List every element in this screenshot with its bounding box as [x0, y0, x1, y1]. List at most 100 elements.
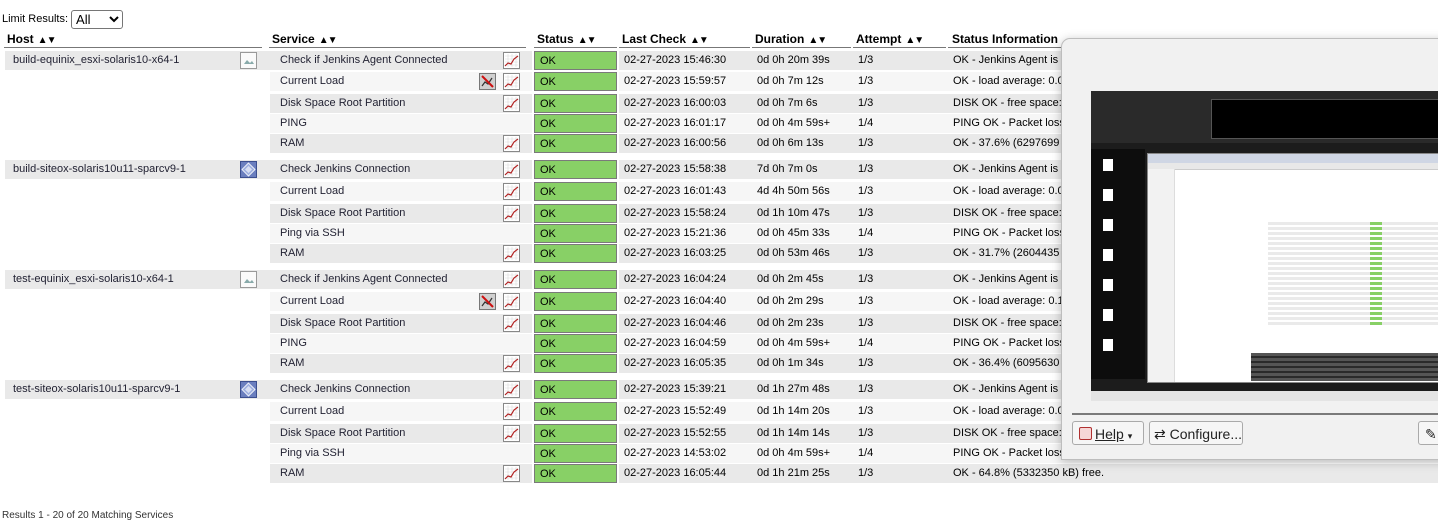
performance-graph-icon[interactable] — [503, 425, 520, 442]
sort-arrows-icon[interactable]: ▲▼ — [905, 35, 924, 46]
performance-graph-icon[interactable] — [503, 315, 520, 332]
performance-graph-icon[interactable] — [503, 381, 520, 398]
service-link[interactable]: RAM — [280, 467, 305, 479]
sort-arrows-icon[interactable]: ▲▼ — [577, 35, 597, 46]
duration-cell: 7d 0h 7m 0s — [752, 160, 856, 179]
service-link[interactable]: PING — [280, 117, 307, 129]
host-cell: test-equinix_esxi-solaris10-x64-1 — [5, 270, 270, 289]
performance-graph-icon[interactable] — [503, 183, 520, 200]
sort-arrows-icon[interactable]: ▲▼ — [808, 35, 827, 46]
performance-graph-icon[interactable] — [503, 52, 520, 69]
edit-button[interactable]: ✎ — [1418, 421, 1438, 445]
last-check-cell: 02-27-2023 15:46:30 — [619, 51, 755, 70]
service-link[interactable]: PING — [280, 337, 307, 349]
duration-cell: 0d 0h 4m 59s+ — [752, 114, 856, 133]
last-check-cell: 02-27-2023 15:21:36 — [619, 224, 755, 243]
host-link[interactable]: test-siteox-solaris10u11-sparcv9-1 — [13, 383, 181, 395]
service-link[interactable]: Current Load — [280, 75, 345, 87]
duration-cell: 0d 0h 1m 34s — [752, 354, 856, 373]
status-badge: OK — [534, 292, 617, 311]
performance-graph-icon[interactable] — [503, 271, 520, 288]
duration-cell: 0d 0h 2m 45s — [752, 270, 856, 289]
service-link[interactable]: Check if Jenkins Agent Connected — [280, 54, 448, 66]
attempt-cell: 1/3 — [853, 244, 951, 263]
status-information-cell: OK - 64.8% (5332350 kB) free. — [948, 464, 1438, 483]
duration-cell: 0d 0h 45m 33s — [752, 224, 856, 243]
service-link[interactable]: Ping via SSH — [280, 227, 345, 239]
column-header-duration[interactable]: Duration ▲▼ — [755, 32, 827, 46]
attempt-cell: 1/3 — [853, 134, 951, 153]
column-header-last-check[interactable]: Last Check ▲▼ — [622, 32, 709, 46]
service-link[interactable]: Current Load — [280, 295, 345, 307]
attempt-cell: 1/4 — [853, 334, 951, 353]
last-check-cell: 02-27-2023 16:04:46 — [619, 314, 755, 333]
window-separator — [1072, 413, 1438, 415]
service-link[interactable]: Current Load — [280, 405, 345, 417]
service-link[interactable]: RAM — [280, 357, 305, 369]
host-image-icon[interactable] — [240, 52, 257, 69]
performance-graph-icon[interactable] — [503, 205, 520, 222]
host-image-icon[interactable] — [240, 271, 257, 288]
service-name-cell: RAM — [270, 134, 532, 153]
status-badge: OK — [534, 72, 617, 91]
service-name-cell: Check if Jenkins Agent Connected — [270, 51, 532, 70]
flap-detection-disabled-icon[interactable] — [479, 293, 496, 310]
host-diamond-icon[interactable] — [240, 161, 257, 178]
performance-graph-icon[interactable] — [503, 403, 520, 420]
limit-results: Limit Results: All — [2, 9, 124, 29]
limit-results-select[interactable]: All — [71, 9, 124, 29]
column-header-host[interactable]: Host ▲▼ — [7, 32, 57, 46]
status-badge: OK — [534, 114, 617, 133]
header-divider — [752, 47, 851, 48]
screenshot-preview[interactable] — [1091, 91, 1438, 401]
performance-graph-icon[interactable] — [503, 73, 520, 90]
host-link[interactable]: build-equinix_esxi-solaris10-x64-1 — [13, 54, 180, 66]
service-link[interactable]: RAM — [280, 137, 305, 149]
sort-arrows-icon[interactable]: ▲▼ — [690, 35, 709, 46]
service-link[interactable]: Ping via SSH — [280, 447, 345, 459]
sort-arrows-icon[interactable]: ▲▼ — [37, 35, 57, 46]
service-link[interactable]: Disk Space Root Partition — [280, 207, 406, 219]
service-link[interactable]: Disk Space Root Partition — [280, 317, 406, 329]
flap-detection-disabled-icon[interactable] — [479, 73, 496, 90]
service-link[interactable]: Check if Jenkins Agent Connected — [280, 273, 448, 285]
service-link[interactable]: Check Jenkins Connection — [280, 163, 411, 175]
column-header-attempt[interactable]: Attempt ▲▼ — [856, 32, 924, 46]
status-badge: OK — [534, 134, 617, 153]
host-link[interactable]: build-siteox-solaris10u11-sparcv9-1 — [13, 163, 186, 175]
service-name-cell: Disk Space Root Partition — [270, 204, 532, 223]
column-header-status-info: Status Information — [952, 32, 1059, 46]
duration-cell: 0d 1h 27m 48s — [752, 380, 856, 399]
service-name-cell: Current Load — [270, 72, 532, 91]
performance-graph-icon[interactable] — [503, 161, 520, 178]
last-check-cell: 02-27-2023 15:58:38 — [619, 160, 755, 179]
column-header-status[interactable]: Status ▲▼ — [537, 32, 597, 46]
service-link[interactable]: Current Load — [280, 185, 345, 197]
service-link[interactable]: Check Jenkins Connection — [280, 383, 411, 395]
help-icon — [1079, 427, 1092, 440]
help-button[interactable]: Help ▾ — [1072, 421, 1144, 445]
last-check-cell: 02-27-2023 16:01:43 — [619, 182, 755, 201]
host-link[interactable]: test-equinix_esxi-solaris10-x64-1 — [13, 273, 174, 285]
last-check-cell: 02-27-2023 15:39:21 — [619, 380, 755, 399]
service-link[interactable]: Disk Space Root Partition — [280, 427, 406, 439]
status-badge: OK — [534, 244, 617, 263]
performance-graph-icon[interactable] — [503, 355, 520, 372]
service-name-cell: PING — [270, 114, 532, 133]
performance-graph-icon[interactable] — [503, 245, 520, 262]
performance-graph-icon[interactable] — [503, 95, 520, 112]
performance-graph-icon[interactable] — [503, 293, 520, 310]
configure-button[interactable]: ⇄ Configure... — [1149, 421, 1243, 445]
header-divider — [619, 47, 750, 48]
attempt-cell: 1/3 — [853, 72, 951, 91]
service-name-cell: Disk Space Root Partition — [270, 94, 532, 113]
service-link[interactable]: RAM — [280, 247, 305, 259]
header-divider — [4, 47, 262, 48]
performance-graph-icon[interactable] — [503, 135, 520, 152]
column-header-service[interactable]: Service ▲▼ — [272, 32, 338, 46]
duration-cell: 0d 0h 20m 39s — [752, 51, 856, 70]
performance-graph-icon[interactable] — [503, 465, 520, 482]
service-link[interactable]: Disk Space Root Partition — [280, 97, 406, 109]
host-diamond-icon[interactable] — [240, 381, 257, 398]
sort-arrows-icon[interactable]: ▲▼ — [318, 35, 338, 46]
